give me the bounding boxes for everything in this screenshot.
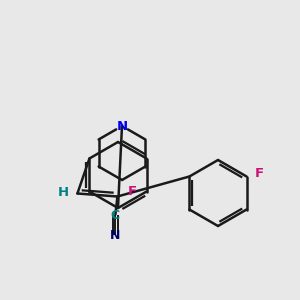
Text: C: C	[111, 209, 120, 222]
Text: F: F	[128, 185, 137, 198]
Text: H: H	[58, 186, 69, 199]
Text: N: N	[116, 119, 128, 133]
Text: F: F	[255, 167, 264, 180]
Text: N: N	[110, 229, 121, 242]
